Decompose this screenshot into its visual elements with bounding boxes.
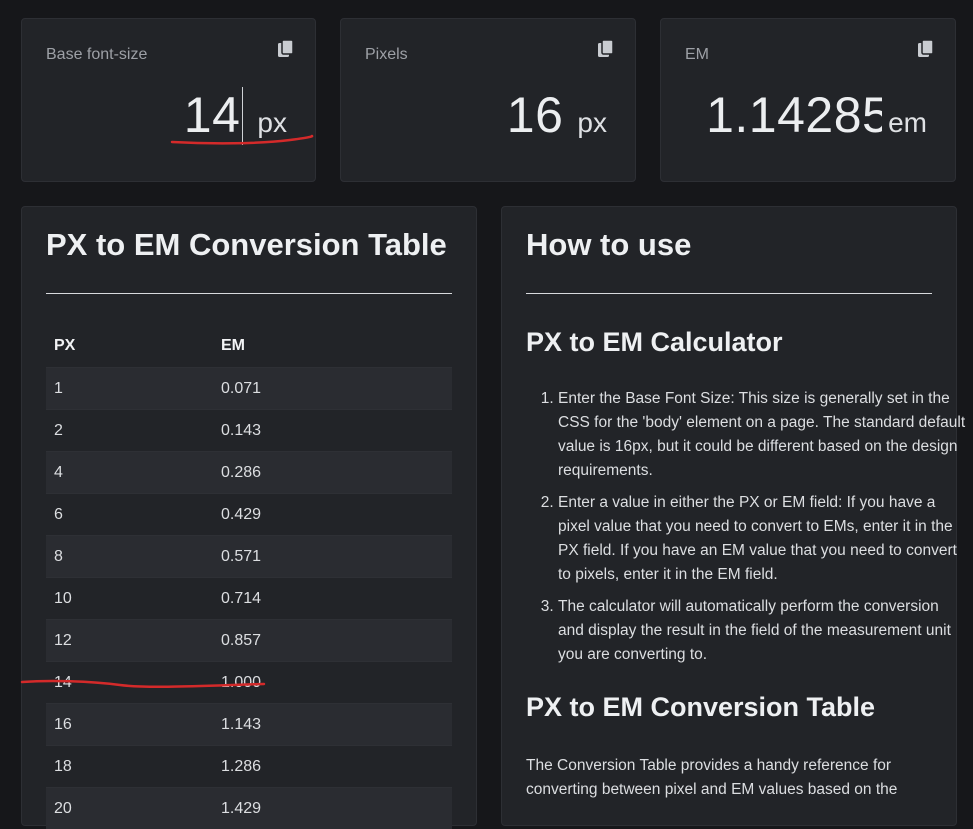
- base-font-size-card: Base font-size 14 px: [21, 18, 316, 182]
- how-to-use-panel: How to use PX to EM Calculator Enter the…: [501, 206, 957, 826]
- em-label: EM: [685, 46, 709, 64]
- conversion-table-heading: PX to EM Conversion Table: [526, 692, 875, 723]
- column-header-em: EM: [213, 325, 452, 368]
- em-cell: 1.143: [213, 704, 452, 746]
- list-item: The calculator will automatically perfor…: [558, 595, 968, 667]
- copy-icon[interactable]: [277, 39, 295, 59]
- pixels-card: Pixels 16 px: [340, 18, 636, 182]
- calculator-heading: PX to EM Calculator: [526, 327, 783, 358]
- px-cell: 12: [46, 620, 213, 662]
- pixels-unit: px: [577, 101, 607, 145]
- px-cell: 6: [46, 494, 213, 536]
- column-header-px: PX: [46, 325, 213, 368]
- copy-icon[interactable]: [597, 39, 615, 59]
- base-font-size-label: Base font-size: [46, 46, 147, 64]
- conversion-table-description: The Conversion Table provides a handy re…: [526, 754, 936, 802]
- em-cell: 0.571: [213, 536, 452, 578]
- em-cell: 0.286: [213, 452, 452, 494]
- em-field[interactable]: 1.142857 em: [706, 85, 927, 145]
- em-cell: 0.071: [213, 368, 452, 410]
- list-item: Enter the Base Font Size: This size is g…: [558, 387, 968, 483]
- em-cell: 0.429: [213, 494, 452, 536]
- px-cell: 16: [46, 704, 213, 746]
- divider: [526, 293, 932, 294]
- em-cell: 1.429: [213, 788, 452, 829]
- pixels-field[interactable]: 16 px: [507, 85, 607, 145]
- pixels-label: Pixels: [365, 46, 408, 64]
- px-cell: 18: [46, 746, 213, 788]
- em-value[interactable]: 1.142857: [706, 85, 882, 145]
- em-cell: 0.857: [213, 620, 452, 662]
- em-cell: 0.143: [213, 410, 452, 452]
- table-header-row: PX EM: [46, 325, 452, 368]
- px-cell: 8: [46, 536, 213, 578]
- how-to-use-title: How to use: [526, 227, 691, 263]
- px-cell: 10: [46, 578, 213, 620]
- px-cell: 20: [46, 788, 213, 829]
- divider: [46, 293, 452, 294]
- em-card: EM 1.142857 em: [660, 18, 956, 182]
- red-annotation-underline: [170, 132, 315, 148]
- em-cell: 1.286: [213, 746, 452, 788]
- em-cell: 0.714: [213, 578, 452, 620]
- red-annotation-underline: [20, 677, 270, 689]
- px-cell: 4: [46, 452, 213, 494]
- copy-icon[interactable]: [917, 39, 935, 59]
- conversion-table-title: PX to EM Conversion Table: [46, 227, 447, 263]
- list-item: Enter a value in either the PX or EM fie…: [558, 491, 968, 587]
- px-cell: 2: [46, 410, 213, 452]
- pixels-value[interactable]: 16: [507, 85, 564, 145]
- steps-list: Enter the Base Font Size: This size is g…: [526, 387, 968, 675]
- em-unit: em: [888, 101, 927, 145]
- px-cell: 1: [46, 368, 213, 410]
